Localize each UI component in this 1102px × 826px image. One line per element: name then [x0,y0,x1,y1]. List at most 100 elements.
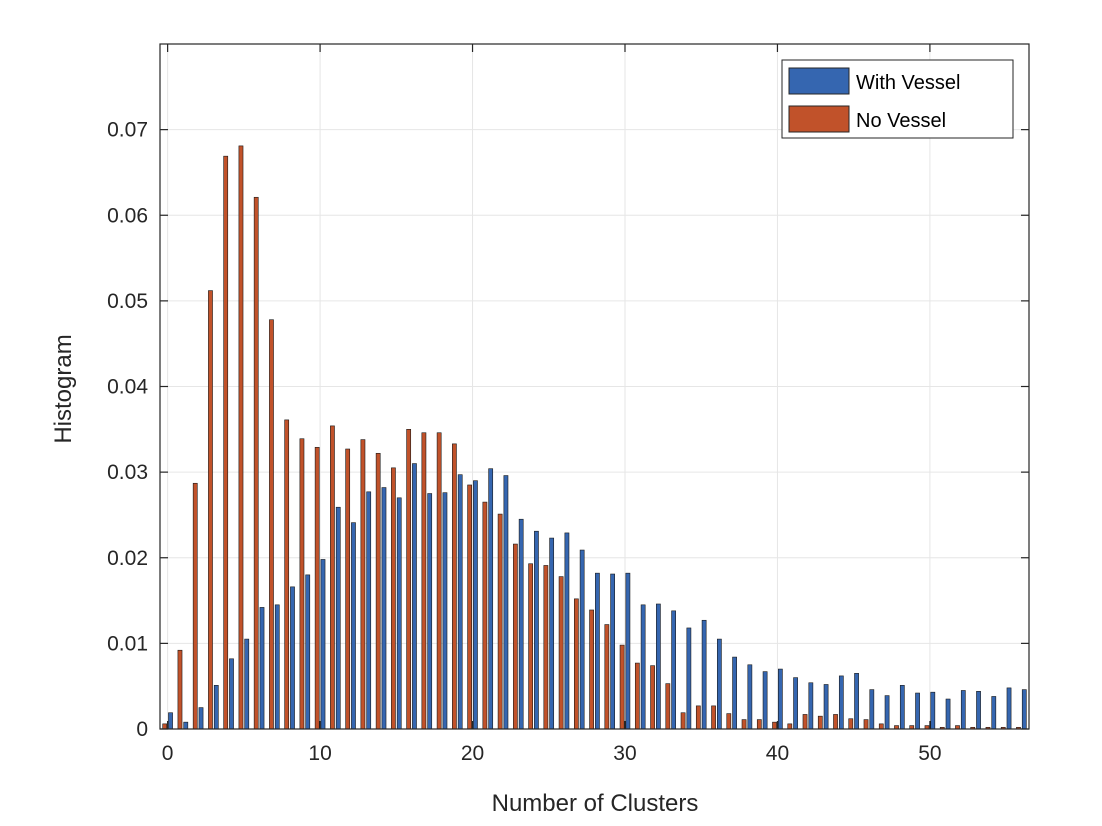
bar-with-vessel [274,604,280,730]
x-axis-label: Number of Clusters [492,790,699,817]
bar-no-vessel [878,723,884,730]
bar-with-vessel [259,607,265,730]
legend-swatch-no-vessel [788,105,850,133]
bar-with-vessel [747,664,753,730]
x-tick-label: 30 [613,742,636,765]
bar-no-vessel [253,196,259,730]
bar-with-vessel [793,677,798,730]
bar-with-vessel [991,696,997,730]
bar-with-vessel [244,638,250,730]
legend-label-no-vessel: No Vessel [856,110,946,132]
bar-no-vessel [269,319,274,730]
bar-no-vessel [284,419,290,730]
bar-with-vessel [640,604,646,730]
bar-with-vessel [656,603,661,730]
bar-no-vessel [756,719,762,730]
bar-with-vessel [579,549,585,730]
bar-no-vessel [330,425,335,730]
bar-with-vessel [290,586,295,730]
bar-no-vessel [589,609,594,730]
bar-no-vessel [711,705,716,730]
bar-with-vessel [534,530,539,730]
bar-no-vessel [817,715,823,730]
bar-no-vessel [772,721,777,730]
bar-with-vessel [442,492,448,730]
bar-no-vessel [787,723,793,730]
bar-no-vessel [452,443,457,730]
y-tick-label: 0.07 [107,119,148,142]
bar-with-vessel [671,610,676,730]
bar-with-vessel [488,468,494,730]
legend-swatch-with-vessel [788,67,850,95]
bar-with-vessel [854,673,859,730]
bar-with-vessel [351,522,356,730]
bar-no-vessel [680,712,686,730]
y-axis-label: Histogram [50,334,77,443]
x-tick-label: 20 [461,742,484,765]
legend-label-with-vessel: With Vessel [856,72,960,94]
bar-no-vessel [741,719,747,730]
y-tick-label: 0.06 [107,204,148,227]
bar-with-vessel [305,574,311,730]
bar-no-vessel [467,484,472,730]
bar-no-vessel [482,501,488,730]
x-tick-label: 10 [308,742,331,765]
bar-with-vessel [915,692,920,730]
bar-with-vessel [732,656,737,730]
bar-no-vessel [848,718,854,730]
bar-no-vessel [695,705,701,730]
bar-with-vessel [320,559,326,730]
bar-no-vessel [299,438,305,730]
bar-with-vessel [823,684,829,730]
bar-with-vessel [701,619,707,730]
y-tick-label: 0.01 [107,632,148,655]
bar-no-vessel [162,723,168,730]
bar-with-vessel [610,573,616,730]
bar-with-vessel [945,698,951,730]
bar-with-vessel [716,638,722,730]
legend: With Vessel No Vessel [781,59,1014,139]
bar-with-vessel [838,675,844,730]
bar-with-vessel [473,480,478,730]
bar-no-vessel [177,649,183,730]
bar-no-vessel [619,644,625,730]
bar-no-vessel [573,598,579,730]
bar-no-vessel [314,446,320,730]
bar-with-vessel [564,532,570,730]
bar-with-vessel [381,487,387,730]
x-tick-label: 40 [766,742,789,765]
bar-with-vessel [1006,687,1012,730]
bar-no-vessel [391,467,396,730]
bar-no-vessel [406,429,412,730]
bar-no-vessel [726,713,732,730]
bar-with-vessel [808,682,814,730]
x-tick-label: 50 [918,742,941,765]
bar-no-vessel [863,719,869,730]
bar-no-vessel [665,683,671,730]
bar-no-vessel [833,714,838,730]
bar-no-vessel [528,563,533,730]
bar-no-vessel [208,290,213,730]
bar-with-vessel [366,491,372,730]
bar-with-vessel [427,493,433,730]
bar-no-vessel [543,565,549,730]
bar-with-vessel [335,506,341,730]
bar-no-vessel [558,576,564,730]
bar-no-vessel [192,482,198,730]
bar-no-vessel [421,432,427,730]
bar-with-vessel [884,695,890,730]
bars [162,145,1027,730]
y-tick-label: 0.05 [107,290,148,313]
bar-no-vessel [238,145,244,730]
bar-with-vessel [625,572,631,730]
bar-with-vessel [457,474,463,730]
axes: 0 10 20 30 40 50 0 0.01 0.02 0.03 0.04 0.05 0.06 0.07 [107,43,1030,765]
bar-with-vessel [869,689,875,730]
bar-with-vessel [762,671,768,730]
bar-with-vessel [518,518,524,730]
bar-with-vessel [198,707,204,730]
bar-no-vessel [345,448,351,730]
bar-with-vessel [412,463,417,730]
bar-with-vessel [777,668,783,730]
